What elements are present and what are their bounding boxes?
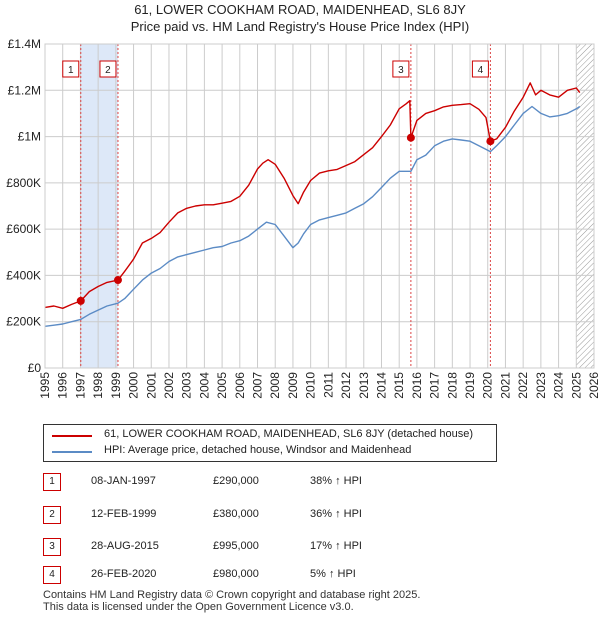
x-tick-label: 2014 <box>374 372 388 399</box>
x-tick-label: 2026 <box>587 372 600 399</box>
y-tick-label: £600K <box>6 222 41 236</box>
sale-marker-box: 4 <box>471 60 489 78</box>
sale-point <box>76 296 85 305</box>
x-tick-label: 2009 <box>286 372 300 399</box>
x-tick-label: 2016 <box>410 372 424 399</box>
sale-marker-frame <box>99 60 117 78</box>
x-tick-label: 2025 <box>569 372 583 399</box>
sale-hpi-diff: 5% ↑ HPI <box>310 568 356 580</box>
hatched-future-area <box>576 44 594 368</box>
x-tick-label: 2004 <box>197 372 211 399</box>
sale-marker-label: 3 <box>398 65 404 76</box>
legend-swatch-price <box>52 435 92 437</box>
sale-date: 08-JAN-1997 <box>91 475 156 487</box>
shaded-period <box>80 44 118 368</box>
sale-number-badge: 3 <box>43 538 61 556</box>
x-tick-label: 1997 <box>73 372 87 399</box>
legend-label-price: 61, LOWER COOKHAM ROAD, MAIDENHEAD, SL6 … <box>104 428 474 440</box>
sale-price: £980,000 <box>213 568 259 580</box>
sale-number-badge: 1 <box>43 473 61 491</box>
sale-marker-box: 2 <box>99 60 117 78</box>
sale-marker-frame <box>471 60 489 78</box>
hpi-line <box>44 105 581 327</box>
x-tick-label: 2011 <box>321 372 335 398</box>
x-tick-label: 2002 <box>162 372 176 399</box>
x-tick-label: 2008 <box>268 372 282 399</box>
legend: 61, LOWER COOKHAM ROAD, MAIDENHEAD, SL6 … <box>43 424 497 462</box>
sale-marker-label: 4 <box>478 65 484 76</box>
x-tick-label: 2023 <box>534 372 548 399</box>
y-tick-label: £200K <box>6 315 41 329</box>
y-tick-label: £1.2M <box>8 83 41 97</box>
sale-marker-box: 1 <box>62 60 80 78</box>
sale-date: 26-FEB-2020 <box>91 568 157 580</box>
x-tick-label: 2010 <box>304 372 318 399</box>
sale-point <box>113 276 122 285</box>
price-paid-line <box>44 82 581 309</box>
sale-price: £290,000 <box>213 475 259 487</box>
sale-marker-label: 2 <box>105 65 111 76</box>
sale-number-badge: 4 <box>43 566 61 584</box>
x-tick-label: 2024 <box>552 372 566 399</box>
sale-price: £380,000 <box>213 508 259 520</box>
sale-hpi-diff: 38% ↑ HPI <box>310 475 362 487</box>
sale-hpi-diff: 36% ↑ HPI <box>310 508 362 520</box>
x-tick-label: 2005 <box>215 372 229 399</box>
x-tick-label: 2019 <box>463 372 477 399</box>
sale-marker-label: 1 <box>68 65 74 76</box>
x-tick-label: 2022 <box>516 372 530 399</box>
sale-date: 28-AUG-2015 <box>91 540 159 552</box>
x-tick-label: 1998 <box>91 372 105 399</box>
sale-marker-frame <box>62 60 80 78</box>
y-tick-label: £1.4M <box>8 37 41 51</box>
sale-hpi-diff: 17% ↑ HPI <box>310 540 362 552</box>
sale-date: 12-FEB-1999 <box>91 508 157 520</box>
x-tick-label: 2000 <box>127 372 141 399</box>
y-tick-label: £400K <box>6 268 41 282</box>
chart-subtitle: Price paid vs. HM Land Registry's House … <box>130 19 470 34</box>
x-tick-label: 2018 <box>445 372 459 399</box>
x-tick-label: 2017 <box>428 372 442 399</box>
x-tick-label: 2020 <box>481 372 495 399</box>
legend-label-hpi: HPI: Average price, detached house, Wind… <box>104 444 412 456</box>
y-tick-label: £0 <box>28 361 42 375</box>
legend-swatch-hpi <box>52 451 92 453</box>
sale-marker-frame <box>392 60 410 78</box>
y-tick-label: £1M <box>18 130 41 144</box>
x-tick-label: 2012 <box>339 372 353 399</box>
price-chart: 1 2 3 4 £0 £200K £400K £600K £800K £1M £1.2M £1.4M… <box>6 37 600 399</box>
x-tick-label: 1999 <box>109 372 123 399</box>
x-tick-label: 1995 <box>38 372 52 399</box>
footer-copyright: Contains HM Land Registry data © Crown c… <box>43 589 421 601</box>
x-tick-label: 2006 <box>233 372 247 399</box>
sale-price: £995,000 <box>213 540 259 552</box>
sale-point <box>406 133 415 142</box>
x-tick-label: 2001 <box>144 372 158 399</box>
x-tick-label: 2013 <box>357 372 371 399</box>
y-tick-label: £800K <box>6 176 41 190</box>
chart-title: 61, LOWER COOKHAM ROAD, MAIDENHEAD, SL6 … <box>134 2 466 17</box>
sale-number-badge: 2 <box>43 506 61 524</box>
sale-marker-box: 3 <box>392 60 410 78</box>
x-tick-label: 1996 <box>56 372 70 399</box>
x-tick-label: 2003 <box>180 372 194 399</box>
x-tick-label: 2015 <box>392 372 406 399</box>
sale-point <box>486 137 495 146</box>
x-tick-label: 2007 <box>251 372 265 399</box>
footer-licence: This data is licensed under the Open Gov… <box>43 601 354 613</box>
footer: Contains HM Land Registry data © Crown c… <box>43 589 420 613</box>
plot-frame <box>44 43 595 369</box>
x-tick-label: 2021 <box>498 372 512 399</box>
